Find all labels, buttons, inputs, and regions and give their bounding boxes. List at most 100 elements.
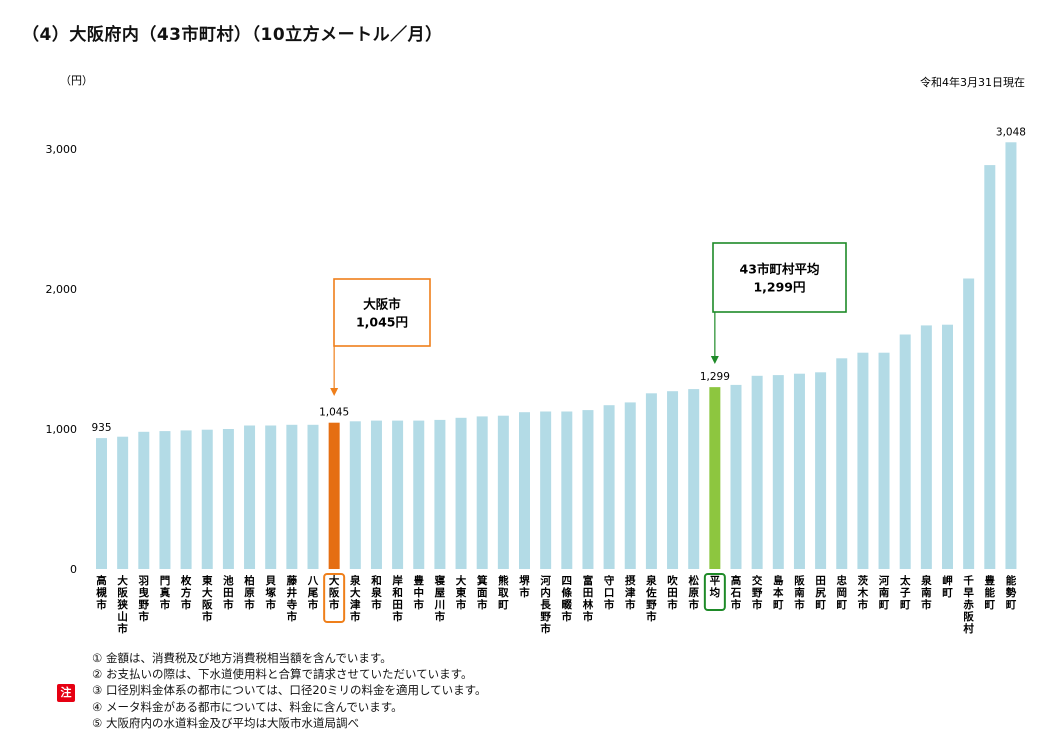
x-tick-label: 池田市 (223, 574, 234, 611)
bar-泉佐野市 (645, 393, 657, 569)
callout-average-line1: 43市町村平均 (740, 262, 820, 277)
callout-osaka-arrow-head (330, 388, 339, 396)
data-label: 1,299 (700, 371, 730, 383)
callout-average-line2: 1,299円 (753, 280, 805, 295)
note-item: ① 金額は、消費税及び地方消費税相当額を含んでいます。 (92, 651, 392, 665)
bar-箕面市 (476, 416, 488, 569)
note-item: ③ 口径別料金体系の都市については、口径20ミリの料金を適用しています。 (92, 683, 487, 698)
x-tick-label: 平均 (710, 575, 721, 599)
x-tick-label: 太子町 (899, 574, 911, 611)
x-tick-label: 高石市 (730, 574, 742, 611)
bar-能勢町 (1005, 142, 1017, 569)
bar-河南町 (878, 352, 890, 569)
bar-河内長野市 (540, 411, 552, 569)
bar-柏原市 (244, 425, 256, 569)
y-unit-label: （円） (60, 74, 93, 87)
bar-堺市 (519, 412, 530, 569)
bar-阪南市 (793, 373, 805, 569)
x-tick-label: 四條畷市 (562, 575, 573, 623)
callout-average-arrow-head (710, 356, 719, 364)
x-label-highlight-box (323, 573, 346, 623)
bar-八尾市 (307, 424, 319, 569)
x-tick-label: 泉佐野市 (645, 574, 657, 623)
bar-岬町 (942, 324, 953, 569)
chart-title: （4）大阪府内（43市町村）（10立方メートル／月） (22, 25, 443, 45)
callout-osaka-line2: 1,045円 (356, 315, 408, 330)
bar-寝屋川市 (434, 419, 446, 569)
notes-list: ① 金額は、消費税及び地方消費税相当額を含んでいます。 ② お支払いの際は、下水… (92, 650, 487, 731)
bar-高槻市 (96, 438, 107, 569)
bar-大阪市 (328, 422, 340, 569)
x-tick-label: 泉大津市 (349, 574, 361, 623)
bar-門真市 (159, 431, 171, 569)
bar-泉南市 (920, 325, 932, 569)
bar-松原市 (688, 389, 700, 569)
x-tick-label: 忠岡町 (837, 574, 848, 611)
x-tick-label: 貝塚市 (265, 575, 276, 611)
x-tick-label: 寝屋川市 (434, 574, 446, 623)
x-tick-label: 河南町 (879, 575, 890, 611)
bar-吹田市 (667, 391, 679, 569)
bar-田尻町 (815, 372, 827, 569)
x-tick-label: 豊能町 (985, 574, 996, 611)
data-label: 3,048 (996, 126, 1026, 138)
x-tick-label: 島本町 (773, 574, 784, 611)
y-tick-label: 3,000 (46, 143, 78, 156)
x-tick-label: 泉南市 (920, 574, 932, 611)
x-tick-label: 茨木市 (857, 574, 869, 611)
x-tick-label: 松原市 (688, 574, 699, 611)
bar-富田林市 (582, 410, 594, 569)
bar-平均 (709, 387, 721, 569)
notes-badge: 注 (57, 684, 75, 702)
x-tick-label: 富田林市 (583, 574, 594, 623)
note-item: ⑤ 大阪府内の水道料金及び平均は大阪市水道局調べ (92, 715, 359, 730)
x-tick-label: 摂津市 (625, 574, 636, 611)
bar-大阪狭山市 (117, 436, 129, 569)
x-tick-label: 柏原市 (244, 574, 255, 611)
x-tick-label: 東大阪市 (202, 574, 213, 623)
bar-茨木市 (857, 352, 869, 569)
x-tick-label: 和泉市 (370, 574, 382, 611)
y-tick-label: 1,000 (46, 423, 78, 436)
x-tick-label: 守口市 (604, 574, 615, 611)
bar-藤井寺市 (286, 424, 298, 569)
callout-osaka-line1: 大阪市 (363, 297, 401, 312)
bar-豊中市 (413, 420, 425, 569)
x-tick-label: 大東市 (456, 574, 467, 611)
bar-忠岡町 (836, 358, 848, 569)
bar-摂津市 (624, 402, 636, 569)
x-tick-label: 豊中市 (414, 574, 425, 611)
bar-池田市 (222, 429, 234, 569)
x-tick-label: 田尻町 (815, 575, 826, 611)
x-tick-label: 阪南市 (794, 574, 805, 611)
x-tick-label: 藤井寺市 (287, 574, 298, 623)
bar-千早赤阪村 (963, 278, 975, 569)
bar-貝塚市 (265, 425, 277, 569)
x-tick-label: 千早赤阪村 (963, 574, 974, 635)
x-tick-label: 門真市 (160, 575, 171, 611)
x-tick-label: 羽曳野市 (139, 575, 150, 623)
x-tick-label: 大阪市 (329, 574, 340, 611)
bar-熊取町 (497, 415, 509, 569)
x-label-highlight-box (703, 573, 726, 611)
x-tick-label: 岬町 (942, 574, 953, 599)
bar-交野市 (751, 375, 763, 569)
x-tick-label: 枚方市 (181, 574, 192, 611)
bar-枚方市 (180, 430, 192, 569)
x-tick-label: 岸和田市 (391, 574, 403, 623)
bar-守口市 (603, 405, 615, 569)
x-tick-label: 八尾市 (307, 575, 319, 611)
data-label: 1,045 (319, 407, 349, 419)
bar-大東市 (455, 417, 467, 569)
bar-岸和田市 (392, 420, 404, 569)
note-item: ④ メータ料金がある都市については、料金に含んでいます。 (92, 699, 403, 714)
x-tick-label: 高槻市 (96, 574, 107, 611)
x-tick-label: 吹田市 (667, 574, 678, 611)
bar-羽曳野市 (138, 431, 150, 569)
bar-島本町 (772, 375, 784, 569)
x-tick-label: 交野市 (752, 574, 763, 611)
data-label: 935 (91, 422, 111, 434)
callout-average-box (712, 242, 847, 313)
callout-osaka-box (333, 278, 431, 347)
x-tick-label: 堺市 (519, 574, 530, 599)
